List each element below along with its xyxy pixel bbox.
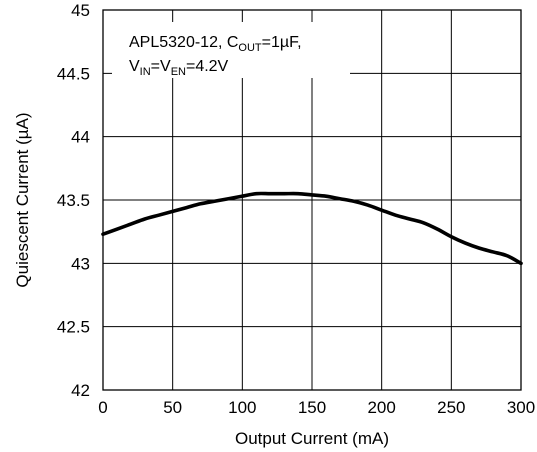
series-line-0 (101, 191, 523, 266)
y-tick-label: 43.5 (57, 191, 90, 210)
annotation: APL5320-12, COUT=1µF, VIN=VEN=4.2V (112, 22, 350, 78)
x-tick-label: 50 (163, 398, 182, 417)
x-tick-label: 250 (437, 398, 465, 417)
annotation-line-1: APL5320-12, COUT=1µF, (129, 34, 302, 54)
annotation-line-2: VIN=VEN=4.2V (129, 58, 229, 78)
annotation-line-1-main: APL5320-12, C (129, 34, 238, 51)
y-tick-label: 45 (71, 1, 90, 20)
annotation-line-2-eq: =V (151, 58, 171, 75)
y-tick-label: 44.5 (57, 64, 90, 83)
x-tick-labels: 0 50 100 150 200 250 300 (98, 398, 535, 417)
annotation-line-1-tail: =1µF, (262, 34, 302, 51)
annotation-line-2-sub1: IN (140, 66, 151, 78)
x-tick-label: 150 (298, 398, 326, 417)
y-tick-label: 42.5 (57, 318, 90, 337)
annotation-background (112, 22, 350, 78)
y-tick-label: 44 (71, 128, 90, 147)
annotation-line-1-sub: OUT (238, 42, 262, 54)
x-tick-label: 200 (367, 398, 395, 417)
plot-frame (102, 9, 522, 391)
x-tick-label: 100 (228, 398, 256, 417)
x-tick-label: 300 (507, 398, 535, 417)
annotation-line-2-tail: =4.2V (186, 58, 229, 75)
x-tick-label: 0 (98, 398, 107, 417)
y-axis-label: Quiescent Current (µA) (13, 112, 32, 287)
x-axis-label: Output Current (mA) (235, 429, 389, 448)
y-tick-label: 42 (71, 381, 90, 400)
series-layer (101, 191, 523, 266)
annotation-line-2-sub2: EN (171, 66, 186, 78)
y-tick-labels: 42 42.5 43 43.5 44 44.5 45 (57, 1, 90, 400)
annotation-line-2-v1: V (129, 58, 140, 75)
y-tick-label: 43 (71, 254, 90, 273)
